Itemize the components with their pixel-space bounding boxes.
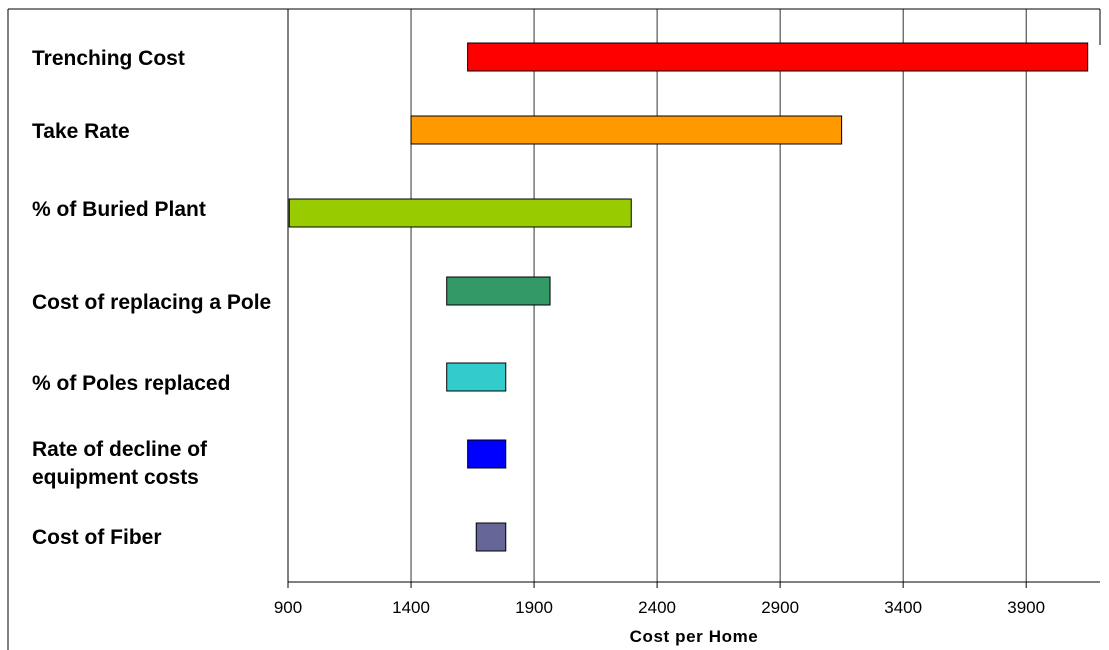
category-label: Cost of Fiber: [32, 526, 162, 549]
x-tick-label: 3400: [884, 598, 922, 617]
bar-6: [475, 522, 507, 552]
bar-2: [288, 198, 632, 228]
x-tick-label: 900: [274, 598, 302, 617]
category-label: Cost of replacing a Pole: [32, 291, 272, 314]
bar-3: [446, 276, 551, 306]
category-label: % of Poles replaced: [32, 372, 231, 395]
bar-5: [467, 439, 507, 469]
category-label: Trenching Cost: [32, 47, 185, 70]
x-tick-label: 3900: [1007, 598, 1045, 617]
bar-4: [446, 362, 507, 392]
x-axis-title: Cost per Home: [630, 627, 759, 646]
category-label: Take Rate: [32, 120, 130, 143]
bars-group: [288, 42, 1089, 552]
x-tick-label: 1900: [515, 598, 553, 617]
x-tick-label: 2400: [638, 598, 676, 617]
bar-0: [467, 42, 1089, 72]
category-label: Rate of decline of equipment costs: [32, 438, 208, 489]
x-ticks-group: 900 1400 1900 2400 2900 3400 3900: [274, 582, 1045, 617]
x-tick-label: 2900: [761, 598, 799, 617]
bar-1: [410, 115, 843, 145]
category-label: % of Buried Plant: [32, 198, 206, 221]
x-tick-label: 1400: [392, 598, 430, 617]
